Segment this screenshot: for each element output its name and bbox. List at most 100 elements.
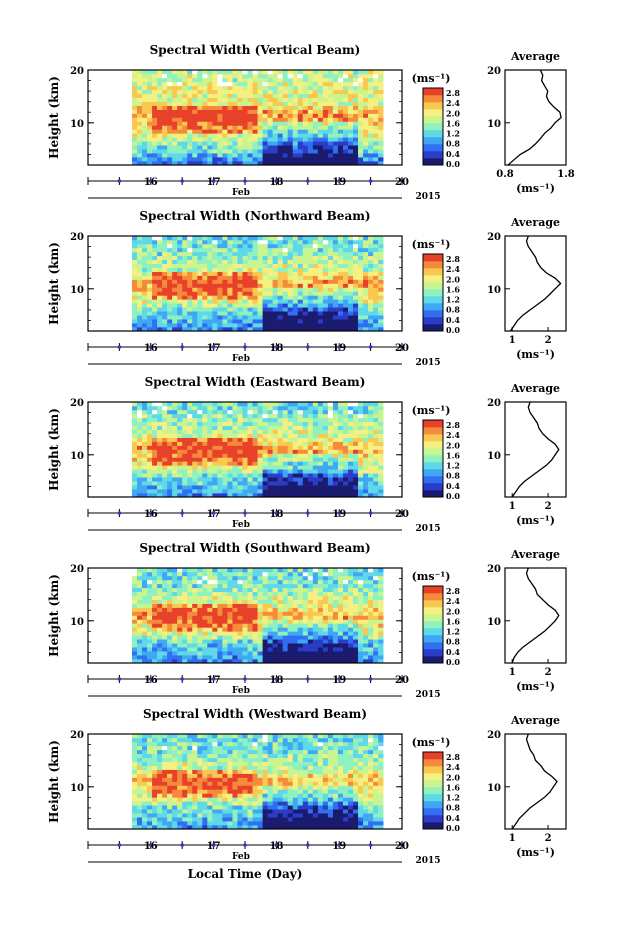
heatmap-cell <box>187 81 193 87</box>
heatmap-cell <box>327 247 334 253</box>
heatmap-cell <box>237 299 243 304</box>
heatmap-cell <box>358 153 364 158</box>
heatmap-cell <box>242 623 248 628</box>
heatmap-cell <box>337 105 344 110</box>
heatmap-cell <box>232 243 238 249</box>
heatmap-cell <box>317 77 324 83</box>
heatmap-cell <box>187 161 193 166</box>
heatmap-cell <box>292 113 299 118</box>
heatmap-cell <box>297 433 304 438</box>
heatmap-cell <box>232 603 238 608</box>
heatmap-cell <box>187 117 193 122</box>
heatmap-cell <box>312 477 319 482</box>
heatmap-cell <box>192 493 198 498</box>
heatmap-cell <box>152 125 158 130</box>
heatmap-cell <box>202 291 208 296</box>
heatmap-cell <box>332 137 339 142</box>
heatmap-cell <box>136 279 143 284</box>
heatmap-cell <box>197 571 203 577</box>
heatmap-cell <box>247 619 253 624</box>
heatmap-cell <box>292 568 299 573</box>
heatmap-cell <box>358 149 364 154</box>
heatmap-cell <box>237 627 243 632</box>
heatmap-cell <box>277 291 283 296</box>
heatmap-cell <box>232 433 238 438</box>
heatmap-cell <box>307 303 314 308</box>
heatmap-cell <box>197 73 203 79</box>
heatmap-cell <box>302 571 309 577</box>
heatmap-cell <box>177 251 183 257</box>
heatmap-cell <box>131 595 138 600</box>
heatmap-cell <box>217 145 223 150</box>
heatmap-cell <box>212 413 218 419</box>
heatmap-cell <box>242 635 248 640</box>
heatmap-cell <box>307 647 314 652</box>
heatmap-cell <box>157 583 163 589</box>
heatmap-cell <box>207 255 213 261</box>
x-tick-label: 17 <box>207 177 221 188</box>
heatmap-cell <box>378 481 384 486</box>
heatmap-cell <box>142 579 148 585</box>
heatmap-cell <box>187 623 193 628</box>
heatmap-cell <box>332 279 339 284</box>
heatmap-cell <box>147 259 153 265</box>
heatmap-cell <box>237 291 243 296</box>
heatmap-cell <box>302 631 309 636</box>
heatmap-cell <box>327 402 334 407</box>
heatmap-cell <box>162 153 168 158</box>
heatmap-cell <box>192 129 198 134</box>
heatmap-cell <box>378 117 384 122</box>
heatmap-cell <box>212 137 218 142</box>
heatmap-cell <box>162 433 168 438</box>
heatmap-cell <box>212 125 218 130</box>
heatmap-cell <box>252 647 258 652</box>
heatmap-cell <box>131 259 138 265</box>
heatmap-cell <box>136 97 143 102</box>
heatmap-cell <box>247 599 253 604</box>
heatmap-cell <box>322 417 329 423</box>
heatmap-cell <box>242 611 248 616</box>
time-axis-marker <box>117 179 122 183</box>
heatmap-cell <box>187 307 193 312</box>
heatmap-cell <box>358 73 364 79</box>
heatmap-cell <box>282 255 288 261</box>
heatmap-cell <box>322 493 329 498</box>
heatmap-cell <box>257 659 263 664</box>
heatmap-cell <box>358 643 364 648</box>
heatmap-cell <box>172 137 178 142</box>
heatmap-cell <box>302 161 309 166</box>
heatmap-cell <box>297 655 304 660</box>
heatmap-cell <box>358 259 364 265</box>
heatmap-cell <box>337 579 344 585</box>
heatmap-cell <box>272 485 278 490</box>
heatmap-cell <box>187 441 193 446</box>
heatmap-cell <box>242 149 248 154</box>
heatmap-cell <box>222 247 228 253</box>
heatmap-cell <box>267 327 273 332</box>
heatmap-cell <box>373 473 379 478</box>
heatmap-cell <box>222 259 228 265</box>
heatmap-cell <box>232 568 238 573</box>
heatmap-cell <box>347 457 354 462</box>
heatmap-cell <box>262 402 268 407</box>
heatmap-cell <box>297 117 304 122</box>
heatmap-cell <box>192 655 198 660</box>
heatmap-cell <box>167 659 173 664</box>
heatmap-cell <box>332 133 339 138</box>
heatmap-cell <box>307 481 314 486</box>
heatmap-cell <box>162 441 168 446</box>
heatmap-cell <box>242 236 248 241</box>
heatmap-cell <box>227 413 233 419</box>
heatmap-cell <box>342 417 349 423</box>
heatmap-cell <box>332 575 339 581</box>
heatmap-cell <box>358 81 364 87</box>
average-profile-line <box>507 69 562 166</box>
heatmap-cell <box>282 125 288 130</box>
heatmap-cell <box>152 101 158 106</box>
heatmap-cell <box>342 485 349 490</box>
heatmap-cell <box>322 485 329 490</box>
heatmap-cell <box>297 311 304 316</box>
time-axis-marker <box>211 511 216 515</box>
heatmap-cell <box>192 157 198 162</box>
heatmap-cell <box>142 109 148 114</box>
